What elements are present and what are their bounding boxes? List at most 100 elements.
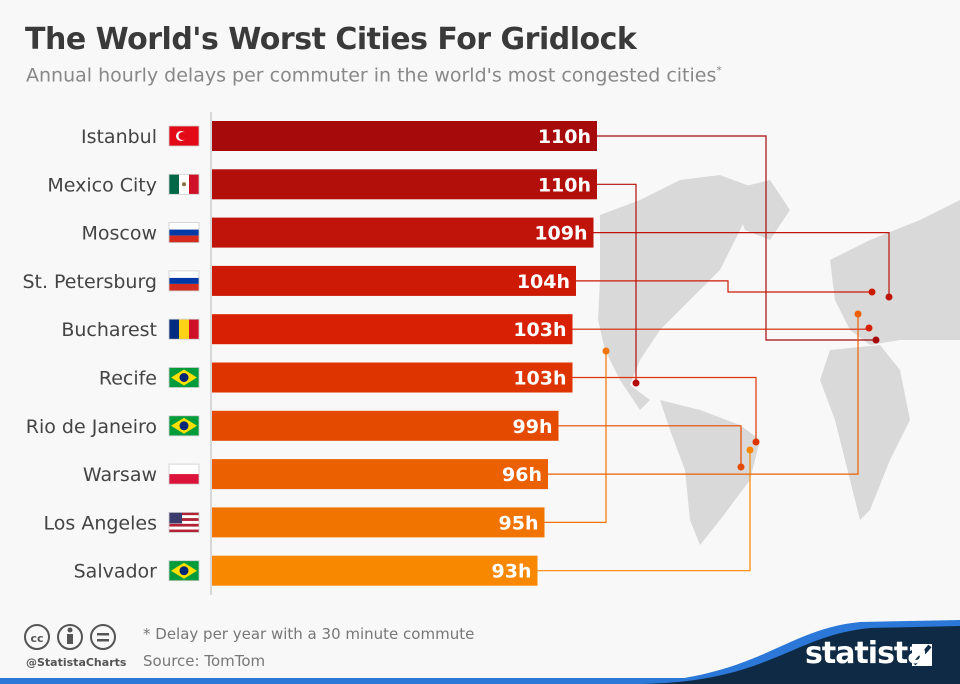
value-label: 104h xyxy=(517,271,570,293)
flag-usa xyxy=(169,529,199,533)
nd-icon xyxy=(90,624,116,650)
value-label: 99h xyxy=(513,416,553,438)
bar xyxy=(212,410,559,441)
city-dot xyxy=(872,336,880,344)
flag-romania xyxy=(168,318,200,340)
flag-turkey xyxy=(168,125,200,147)
bar xyxy=(212,217,594,248)
flag-brazil xyxy=(168,367,200,388)
category-label: Warsaw xyxy=(83,464,157,486)
chart-title: The World's Worst Cities For Gridlock xyxy=(25,22,637,57)
flag-usa xyxy=(169,523,199,527)
connector-line xyxy=(537,450,751,572)
flag-usa xyxy=(169,518,199,521)
subtitle-mark: * xyxy=(716,64,722,77)
bar xyxy=(212,555,538,586)
bar xyxy=(212,314,573,345)
footnote: * Delay per year with a 30 minute commut… xyxy=(143,625,475,643)
flag-brazil xyxy=(168,415,200,437)
flag-mexico xyxy=(169,174,179,195)
value-label: 103h xyxy=(513,368,566,390)
city-dot xyxy=(752,438,760,446)
chart-subtitle: Annual hourly delays per commuter in the… xyxy=(26,64,722,86)
statista-handle: @StatistaCharts xyxy=(26,656,127,669)
license-icons: cc xyxy=(24,624,116,650)
flag-russia xyxy=(169,283,199,291)
flag-usa xyxy=(169,512,182,524)
flag-brazil xyxy=(179,421,189,431)
flag-usa xyxy=(169,520,199,524)
value-label: 110h xyxy=(538,126,591,148)
flag-poland xyxy=(168,463,200,485)
connector-line xyxy=(593,232,890,297)
flag-mexico xyxy=(182,182,186,187)
flag-poland xyxy=(169,474,199,485)
city-dot xyxy=(746,446,754,454)
city-dot xyxy=(632,379,640,387)
flag-mexico xyxy=(189,174,199,195)
bar xyxy=(212,459,548,490)
connector-line xyxy=(558,425,742,467)
flag-brazil xyxy=(179,373,189,382)
flag-turkey xyxy=(178,132,187,140)
flag-romania xyxy=(169,319,179,340)
flag-russia xyxy=(168,222,200,244)
category-label: Salvador xyxy=(74,561,158,583)
value-label: 103h xyxy=(513,319,566,341)
svg-text:cc: cc xyxy=(30,632,43,645)
category-label: St. Petersburg xyxy=(22,271,157,293)
city-dot xyxy=(868,288,876,296)
bar xyxy=(212,362,573,393)
flag-usa xyxy=(169,526,199,530)
flag-russia xyxy=(169,277,199,284)
flag-romania xyxy=(179,319,189,340)
connector-line xyxy=(548,314,859,475)
subtitle-text: Annual hourly delays per commuter in the… xyxy=(26,64,717,87)
category-label: Los Angeles xyxy=(44,512,157,534)
value-label: 109h xyxy=(534,223,587,245)
value-label: 93h xyxy=(492,561,532,583)
category-label: Recife xyxy=(99,368,157,390)
flag-brazil xyxy=(168,560,200,582)
city-dot xyxy=(885,293,893,301)
flag-usa xyxy=(169,515,199,519)
flag-russia xyxy=(169,235,199,243)
connector-line xyxy=(576,280,872,293)
connector-line xyxy=(597,135,876,341)
flag-russia xyxy=(169,222,199,230)
world-map xyxy=(598,175,960,545)
flag-poland xyxy=(169,464,199,475)
value-label: 95h xyxy=(499,512,539,534)
flag-russia xyxy=(168,270,200,292)
city-dot xyxy=(865,324,873,332)
value-label: 96h xyxy=(502,464,542,486)
cc-icon xyxy=(24,624,50,650)
statista-logo: statista xyxy=(805,636,928,671)
flag-brazil xyxy=(179,566,189,576)
city-dot xyxy=(854,310,862,318)
value-label: 110h xyxy=(538,174,591,196)
connector-line xyxy=(572,376,757,442)
flag-russia xyxy=(169,229,199,236)
bar xyxy=(212,169,597,200)
category-label: Moscow xyxy=(81,223,157,245)
city-dot xyxy=(737,463,745,471)
connector-line xyxy=(597,183,637,383)
category-label: Mexico City xyxy=(47,174,157,196)
flag-mexico xyxy=(168,173,200,195)
flag-usa xyxy=(168,512,200,533)
city-dot xyxy=(602,347,610,355)
category-label: Bucharest xyxy=(61,319,157,341)
bar xyxy=(212,121,597,151)
flag-usa xyxy=(169,512,199,516)
flag-russia xyxy=(169,270,199,278)
flag-romania xyxy=(189,319,199,340)
bar xyxy=(212,265,576,296)
connector-line xyxy=(544,351,607,524)
category-label: Istanbul xyxy=(81,126,157,148)
by-icon xyxy=(57,624,83,650)
source: Source: TomTom xyxy=(143,652,266,670)
category-label: Rio de Janeiro xyxy=(26,416,157,438)
bar xyxy=(212,507,545,538)
